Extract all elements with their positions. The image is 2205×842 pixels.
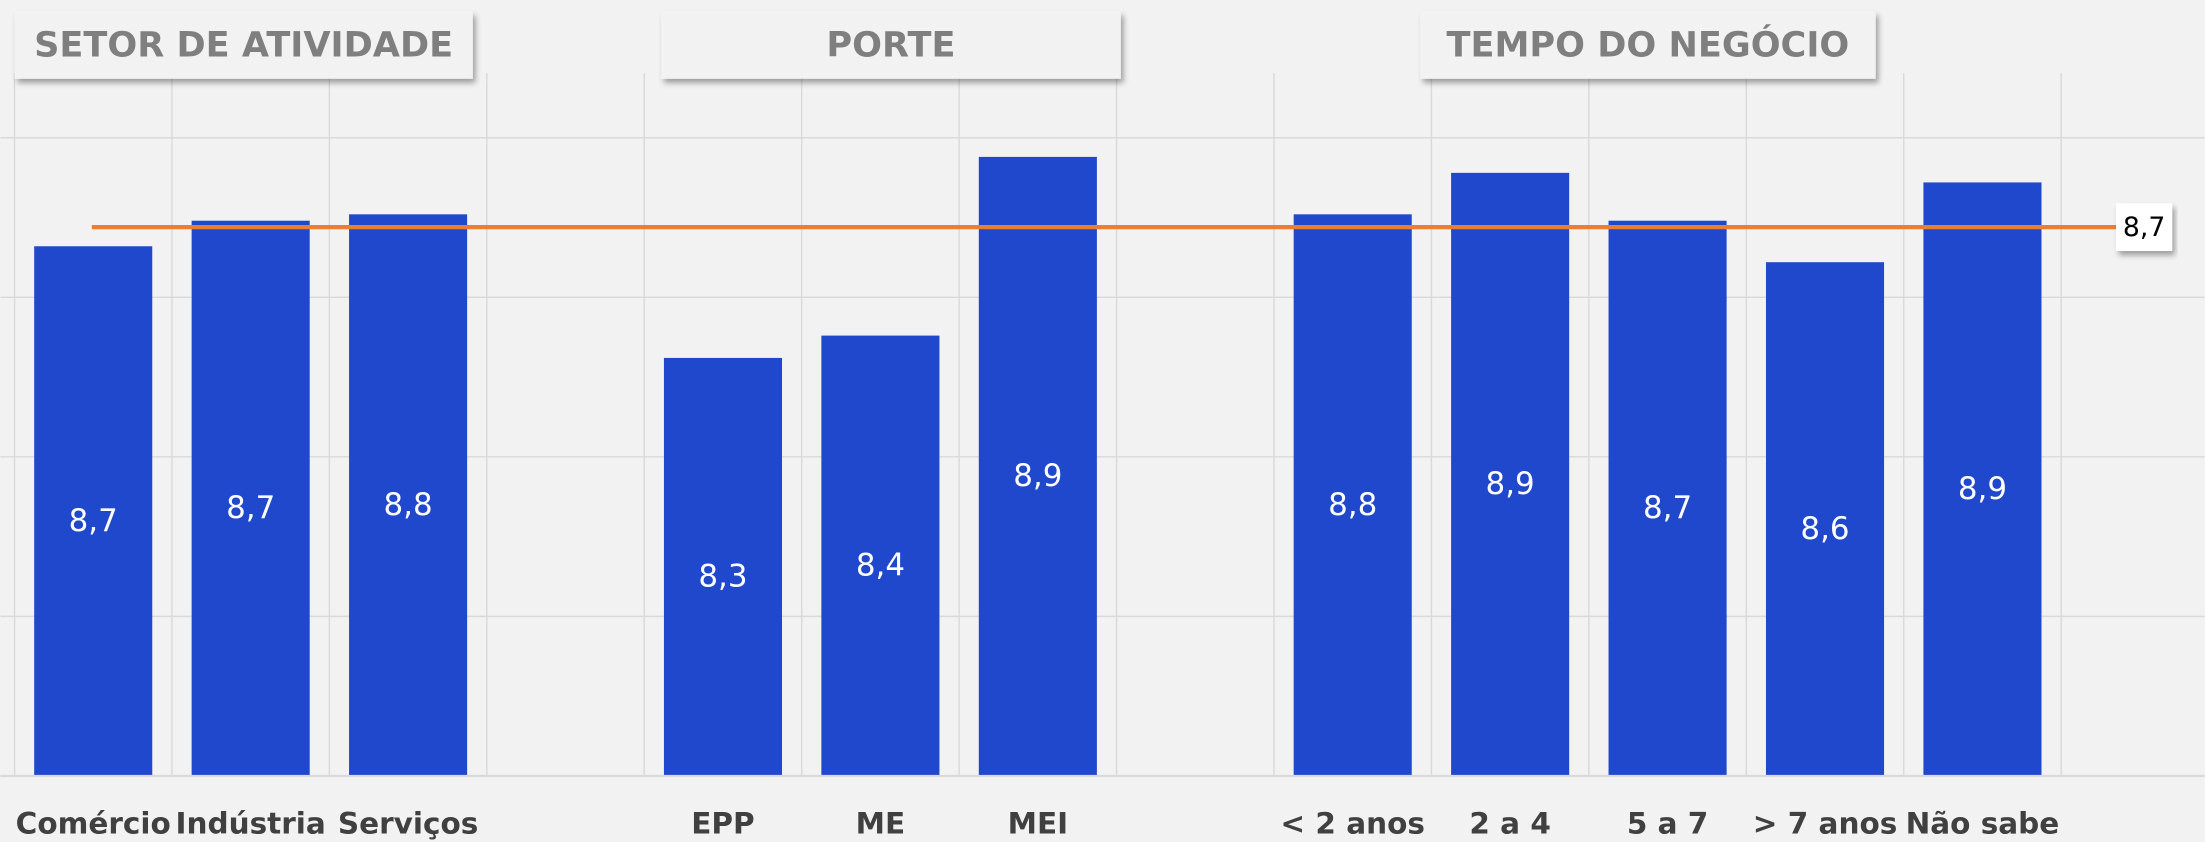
x-tick-label: 2 a 4 [1469, 807, 1551, 841]
bar [1451, 172, 1570, 776]
x-tick-label: Não sabe [1906, 807, 2060, 841]
x-tick-label: EPP [691, 807, 754, 841]
data-label: 8,8 [1328, 487, 1377, 523]
x-tick-label: 5 a 7 [1627, 807, 1709, 841]
data-label: 8,9 [1958, 471, 2007, 507]
bar [978, 156, 1097, 776]
data-label: 8,9 [1486, 466, 1535, 502]
x-tick-label: Serviços [338, 807, 478, 841]
data-label: 8,8 [384, 487, 433, 523]
x-tick-label: Indústria [175, 807, 325, 841]
group-header-box [14, 11, 473, 79]
data-label: 8,4 [856, 548, 905, 584]
bar [1765, 262, 1885, 776]
x-tick-label: MEI [1008, 807, 1068, 841]
data-label: 8,7 [226, 490, 275, 526]
group-header: TEMPO DO NEGÓCIO [1447, 23, 1850, 65]
group-header-box [661, 11, 1121, 79]
data-label: 8,3 [698, 559, 747, 595]
bar [1608, 220, 1727, 776]
bar [349, 214, 468, 776]
data-label: 8,7 [1643, 490, 1692, 526]
bar [34, 246, 153, 776]
x-tick-label: ME [856, 807, 906, 841]
bar [1923, 182, 2042, 776]
reference-label-box [2115, 203, 2173, 251]
bar [1293, 214, 1412, 776]
data-label: 8,6 [1800, 511, 1849, 547]
x-tick-label: Comércio [16, 807, 171, 841]
bar [821, 335, 940, 776]
group-header: PORTE [826, 24, 955, 65]
group-header-box [1420, 11, 1876, 79]
data-label: 8,7 [69, 503, 118, 539]
data-label: 8,9 [1013, 458, 1062, 494]
reference-label: 8,7 [2123, 212, 2165, 243]
x-tick-label: < 2 anos [1280, 807, 1425, 841]
x-tick-label: > 7 anos [1753, 807, 1898, 841]
bar [191, 220, 310, 776]
group-header: SETOR DE ATIVIDADE [34, 24, 453, 65]
bar [663, 357, 783, 776]
